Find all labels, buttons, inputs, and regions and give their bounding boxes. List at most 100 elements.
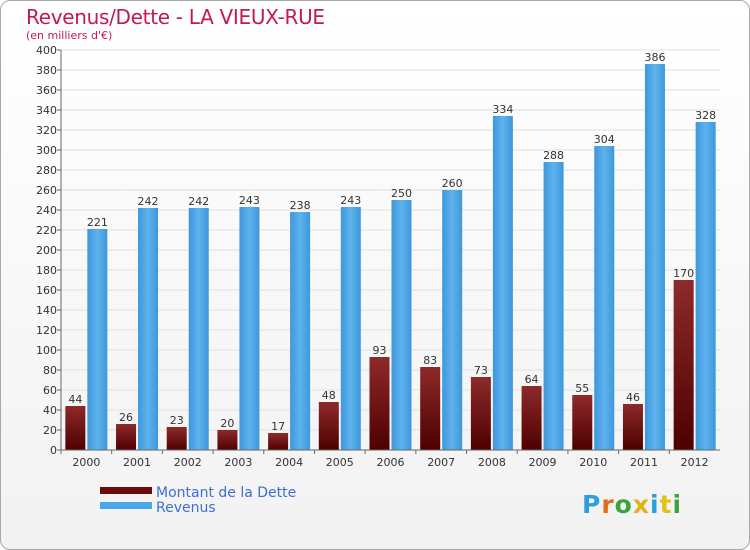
data-label: 17 — [271, 420, 285, 433]
data-label: 170 — [673, 267, 694, 280]
bar-revenus — [543, 162, 564, 450]
bar-revenus — [492, 116, 513, 450]
bar-revenus — [138, 208, 159, 450]
y-tick-label: 40 — [43, 404, 57, 417]
x-tick-label: 2010 — [579, 456, 607, 469]
bar-revenus — [594, 146, 615, 450]
data-label: 44 — [68, 393, 82, 406]
y-tick-label: 280 — [36, 164, 57, 177]
data-label: 243 — [239, 194, 260, 207]
gridlines — [61, 49, 720, 451]
y-tick-label: 260 — [36, 184, 57, 197]
legend-label-debt: Montant de la Dette — [156, 485, 297, 501]
logo-letter: o — [614, 490, 633, 519]
y-tick-label: 120 — [36, 324, 57, 337]
y-tick-label: 100 — [36, 344, 57, 357]
y-tick-label: 140 — [36, 304, 57, 317]
y-tick-label: 380 — [36, 64, 57, 77]
bar-revenus — [239, 207, 260, 450]
x-tick-label: 2009 — [529, 456, 557, 469]
data-label: 55 — [575, 382, 589, 395]
bar-dette — [369, 357, 390, 450]
bar-revenus — [290, 212, 311, 450]
logo-letter: t — [659, 490, 673, 519]
y-tick-label: 400 — [36, 44, 57, 57]
data-label: 46 — [626, 391, 640, 404]
x-tick-label: 2000 — [72, 456, 100, 469]
data-label: 20 — [220, 417, 234, 430]
y-tick-label: 80 — [43, 364, 57, 377]
bar-dette — [673, 280, 694, 450]
logo-letter: i — [672, 490, 683, 519]
legend-swatch-revenue — [100, 502, 152, 509]
data-label: 238 — [290, 199, 311, 212]
data-label: 260 — [442, 177, 463, 190]
chart-title: Revenus/Dette - LA VIEUX-RUE — [26, 5, 325, 29]
logo-letter: P — [582, 490, 602, 519]
x-tick-label: 2005 — [326, 456, 354, 469]
data-label: 288 — [543, 149, 564, 162]
data-label: 304 — [594, 133, 615, 146]
legend-swatch-debt — [100, 487, 152, 494]
bar-revenus — [340, 207, 361, 450]
x-tick-label: 2004 — [275, 456, 303, 469]
chart-subtitle: (en milliers d'€) — [26, 29, 113, 42]
y-tick-label: 300 — [36, 144, 57, 157]
x-tick-label: 2008 — [478, 456, 506, 469]
y-tick-label: 20 — [43, 424, 57, 437]
bar-dette — [420, 367, 441, 450]
y-tick-label: 0 — [50, 444, 57, 457]
data-label: 26 — [119, 411, 133, 424]
x-tick-label: 2011 — [630, 456, 658, 469]
bar-revenus — [695, 122, 716, 450]
x-tick-label: 2006 — [377, 456, 405, 469]
bar-dette — [622, 404, 643, 450]
data-label: 250 — [391, 187, 412, 200]
logo-letter: i — [650, 490, 660, 519]
value-labels: 44 221 26 242 23 242 20 243 17 238 48 243 93 250 83 260… — [68, 51, 716, 433]
data-label: 242 — [138, 195, 159, 208]
bar-revenus — [442, 190, 463, 450]
y-tick-label: 220 — [36, 224, 57, 237]
data-label: 83 — [423, 354, 437, 367]
bar-dette — [166, 427, 187, 450]
y-tick-label: 360 — [36, 84, 57, 97]
proxiti-logo: Proxiti — [582, 490, 682, 519]
x-axis-ticks: 2000 2001 2002 2003 2004 2005 2006 2007 2008 2009… — [60, 450, 709, 469]
logo-letter: r — [601, 490, 615, 519]
data-label: 243 — [340, 194, 361, 207]
bar-revenus — [87, 229, 108, 450]
data-label: 93 — [373, 344, 387, 357]
y-tick-label: 320 — [36, 124, 57, 137]
logo-letter: x — [632, 490, 650, 519]
bar-dette — [116, 424, 137, 450]
x-tick-label: 2007 — [427, 456, 455, 469]
y-tick-label: 180 — [36, 264, 57, 277]
data-label: 328 — [695, 109, 716, 122]
data-label: 221 — [87, 216, 108, 229]
bar-dette — [572, 395, 593, 450]
bar-dette — [65, 406, 86, 450]
bar-dette — [521, 386, 542, 450]
y-tick-label: 200 — [36, 244, 57, 257]
bar-revenus — [188, 208, 209, 450]
x-tick-label: 2003 — [224, 456, 252, 469]
bar-dette — [318, 402, 339, 450]
bar-revenus — [391, 200, 412, 450]
legend-label-revenue: Revenus — [156, 500, 216, 516]
bar-dette — [217, 430, 238, 450]
y-tick-label: 340 — [36, 104, 57, 117]
x-tick-label: 2012 — [681, 456, 709, 469]
data-label: 242 — [188, 195, 209, 208]
y-tick-label: 240 — [36, 204, 57, 217]
bars — [65, 64, 716, 450]
data-label: 73 — [474, 364, 488, 377]
bar-dette — [470, 377, 491, 450]
bar-revenus — [644, 64, 665, 450]
bar-dette — [268, 433, 289, 450]
data-label: 48 — [322, 389, 336, 402]
data-label: 64 — [525, 373, 539, 386]
data-label: 334 — [492, 103, 513, 116]
